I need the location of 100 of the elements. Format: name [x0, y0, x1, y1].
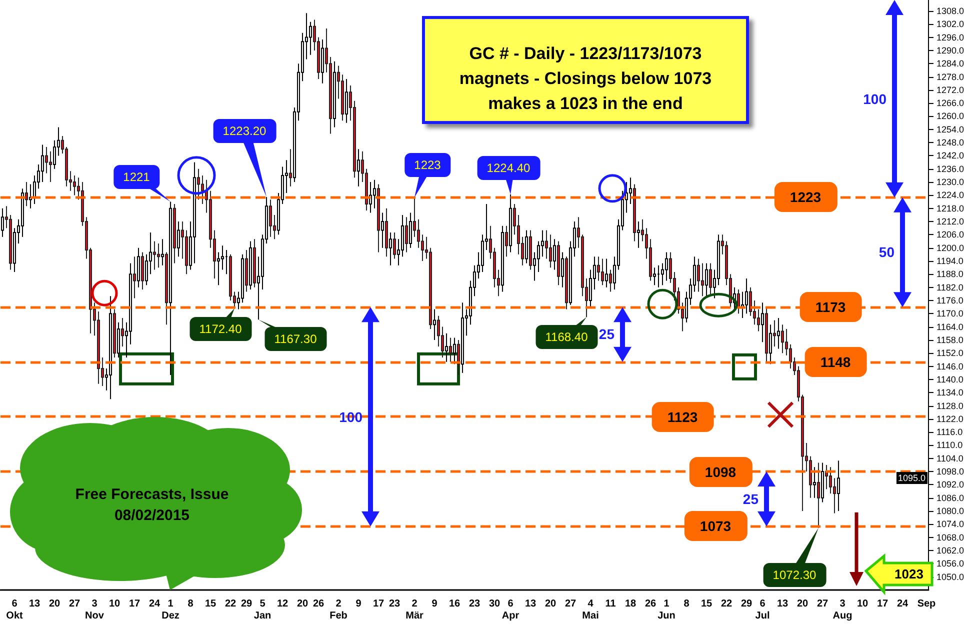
x-tick-label: 6 Okt — [6, 598, 24, 622]
candlestick — [781, 324, 784, 354]
candlestick — [73, 174, 76, 196]
x-tick-label: 23 — [388, 598, 400, 610]
y-tick-label: 1170.0 — [936, 308, 964, 319]
x-tick-label: 3 Aug — [832, 598, 852, 622]
candlestick — [637, 221, 640, 248]
y-tick-label: 1050.0 — [936, 572, 964, 582]
x-tick-label: 6 Jul — [755, 598, 770, 622]
x-tick-label: 8 — [188, 598, 194, 610]
annotation: 100 — [863, 90, 886, 107]
x-tick-label: 15 — [700, 598, 712, 610]
y-tick-label: 1182.0 — [936, 282, 964, 292]
x-tick-label: 12 — [276, 598, 288, 610]
candlestick — [357, 148, 360, 187]
candlestick — [705, 262, 708, 297]
x-tick-label: 27 — [816, 598, 828, 610]
y-tick-label: 1308.0 — [936, 6, 964, 16]
candlestick — [461, 302, 464, 374]
y-tick-label: 1200.0 — [936, 242, 964, 253]
annotation: 1221 — [113, 164, 160, 189]
y-tick-label: 1074.0 — [936, 519, 964, 530]
x-tick-label: 17 — [372, 598, 384, 610]
y-tick-label: 1284.0 — [936, 58, 964, 69]
annotation: 1023 — [894, 566, 924, 582]
candlestick — [837, 460, 840, 512]
y-tick-label: 1104.0 — [936, 453, 964, 464]
candlestick — [377, 184, 380, 253]
x-tick-label: 24 — [148, 598, 160, 610]
candlestick — [709, 262, 712, 297]
candlestick — [509, 194, 512, 253]
candlestick — [597, 256, 600, 282]
y-tick-label: 1212.0 — [936, 216, 964, 227]
candlestick — [321, 38, 324, 84]
annotation: 1072.30 — [762, 562, 826, 587]
annotation: 1223 — [404, 153, 451, 178]
x-tick-label: 16 — [448, 598, 460, 610]
text: GC # - Daily - 1223/1173/1073 magnets - Closings below 1073 makes a 1023 in the end — [458, 43, 713, 115]
y-tick-label: 1188.0 — [936, 269, 964, 280]
x-tick-label: 26 — [644, 598, 656, 610]
ref-line-label: 1123 — [651, 402, 714, 432]
annotation: 1172.40 — [189, 317, 252, 342]
x-tick-label: 27 — [564, 598, 576, 610]
x-tick-label: 6 Apr — [502, 598, 520, 622]
x-tick-label: 13 — [524, 598, 536, 610]
candlestick — [501, 225, 504, 292]
x-tick-label: Sep — [917, 598, 936, 610]
candlestick — [525, 230, 528, 264]
candlestick — [605, 258, 608, 288]
candlestick — [253, 238, 256, 288]
candlestick — [169, 201, 172, 376]
annotation: Free Forecasts, Issue 08/02/2015 — [74, 485, 230, 526]
annotation: 1223.20 — [212, 118, 276, 143]
candlestick — [697, 258, 700, 292]
candlestick — [701, 262, 704, 297]
x-tick-label: 11 — [605, 598, 616, 610]
candlestick — [373, 179, 376, 209]
x-tick-label: 30 — [488, 598, 500, 610]
candlestick — [289, 148, 292, 187]
y-tick-label: 1152.0 — [936, 348, 964, 358]
x-tick-label: 17 — [128, 598, 140, 610]
x-tick-label: 22 — [224, 598, 236, 610]
y-tick-label: 1302.0 — [936, 19, 964, 30]
candlestick — [737, 289, 740, 314]
x-tick-label: 20 — [544, 598, 556, 610]
candlestick — [557, 240, 560, 286]
candlestick — [389, 232, 392, 266]
y-tick-label: 1260.0 — [936, 111, 964, 122]
y-tick-label: 1296.0 — [936, 32, 964, 42]
candlestick — [761, 302, 764, 343]
x-tick-label: 3 Nov — [85, 598, 104, 622]
candlestick — [765, 306, 768, 362]
ref-line-label: 1223 — [774, 182, 838, 212]
candlestick — [369, 182, 372, 214]
ref-line-label: 1098 — [688, 456, 752, 487]
y-tick-label: 1158.0 — [936, 334, 964, 345]
annotation: 1167.30 — [264, 326, 327, 351]
candlestick — [381, 212, 384, 248]
y-tick-label: 1122.0 — [936, 414, 964, 424]
annotation: 1095.0 — [896, 472, 928, 484]
annotation: 50 — [878, 244, 894, 260]
candlestick — [549, 234, 552, 268]
y-tick-label: 1278.0 — [936, 72, 964, 82]
candlestick — [405, 216, 408, 253]
candlestick — [409, 212, 412, 248]
candlestick — [665, 252, 668, 282]
candlestick — [777, 318, 780, 350]
y-tick-label: 1068.0 — [936, 532, 964, 542]
candlestick — [177, 221, 180, 258]
candlestick — [245, 250, 248, 292]
candlestick — [161, 238, 164, 266]
annotation: 1224.40 — [476, 156, 540, 180]
x-tick-label: 10 — [108, 598, 120, 610]
y-tick-label: 1224.0 — [936, 190, 964, 200]
x-tick-label: 13 — [28, 598, 40, 610]
y-tick-label: 1128.0 — [936, 400, 964, 411]
x-tick-label: 5 Jan — [254, 598, 272, 622]
candlestick — [813, 466, 816, 498]
candlestick — [505, 225, 508, 258]
candlestick — [745, 278, 748, 314]
